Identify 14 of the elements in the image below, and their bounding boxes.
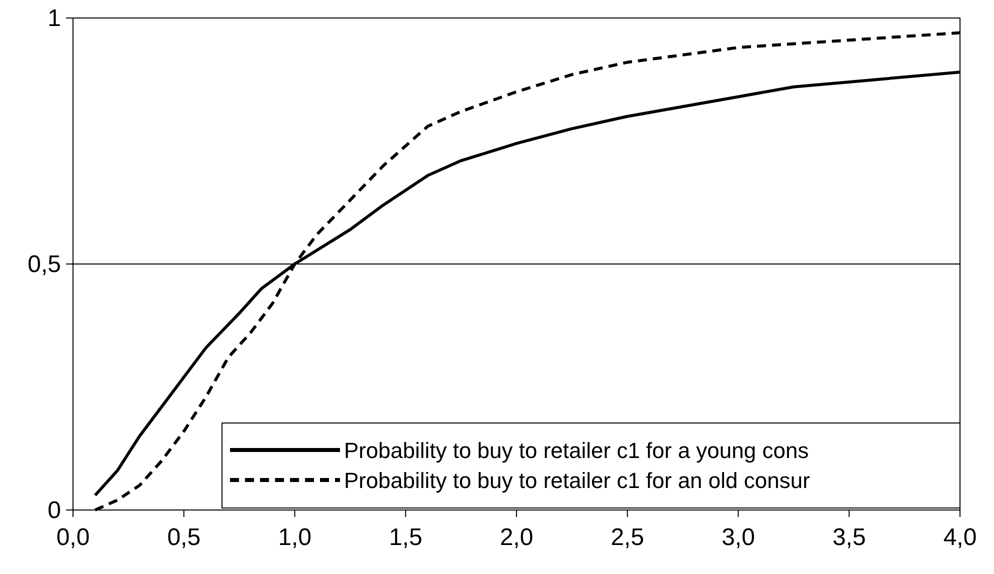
y-tick-label: 1 bbox=[48, 5, 61, 32]
x-tick-label: 0,5 bbox=[167, 524, 201, 551]
x-tick-label: 2,5 bbox=[610, 524, 644, 551]
x-tick-label: 1,5 bbox=[388, 524, 422, 551]
x-tick-label: 3,5 bbox=[832, 524, 866, 551]
x-tick-label: 4,0 bbox=[943, 524, 977, 551]
legend-label: Probability to buy to retailer c1 for an old consur bbox=[344, 468, 810, 493]
y-tick-label: 0 bbox=[48, 497, 61, 524]
x-tick-label: 2,0 bbox=[500, 524, 534, 551]
x-tick-label: 0,0 bbox=[56, 524, 90, 551]
x-tick-label: 3,0 bbox=[722, 524, 755, 551]
y-tick-label: 0,5 bbox=[28, 251, 61, 278]
x-tick-label: 1,0 bbox=[278, 524, 312, 551]
legend-label: Probability to buy to retailer c1 for a young cons bbox=[344, 438, 809, 463]
